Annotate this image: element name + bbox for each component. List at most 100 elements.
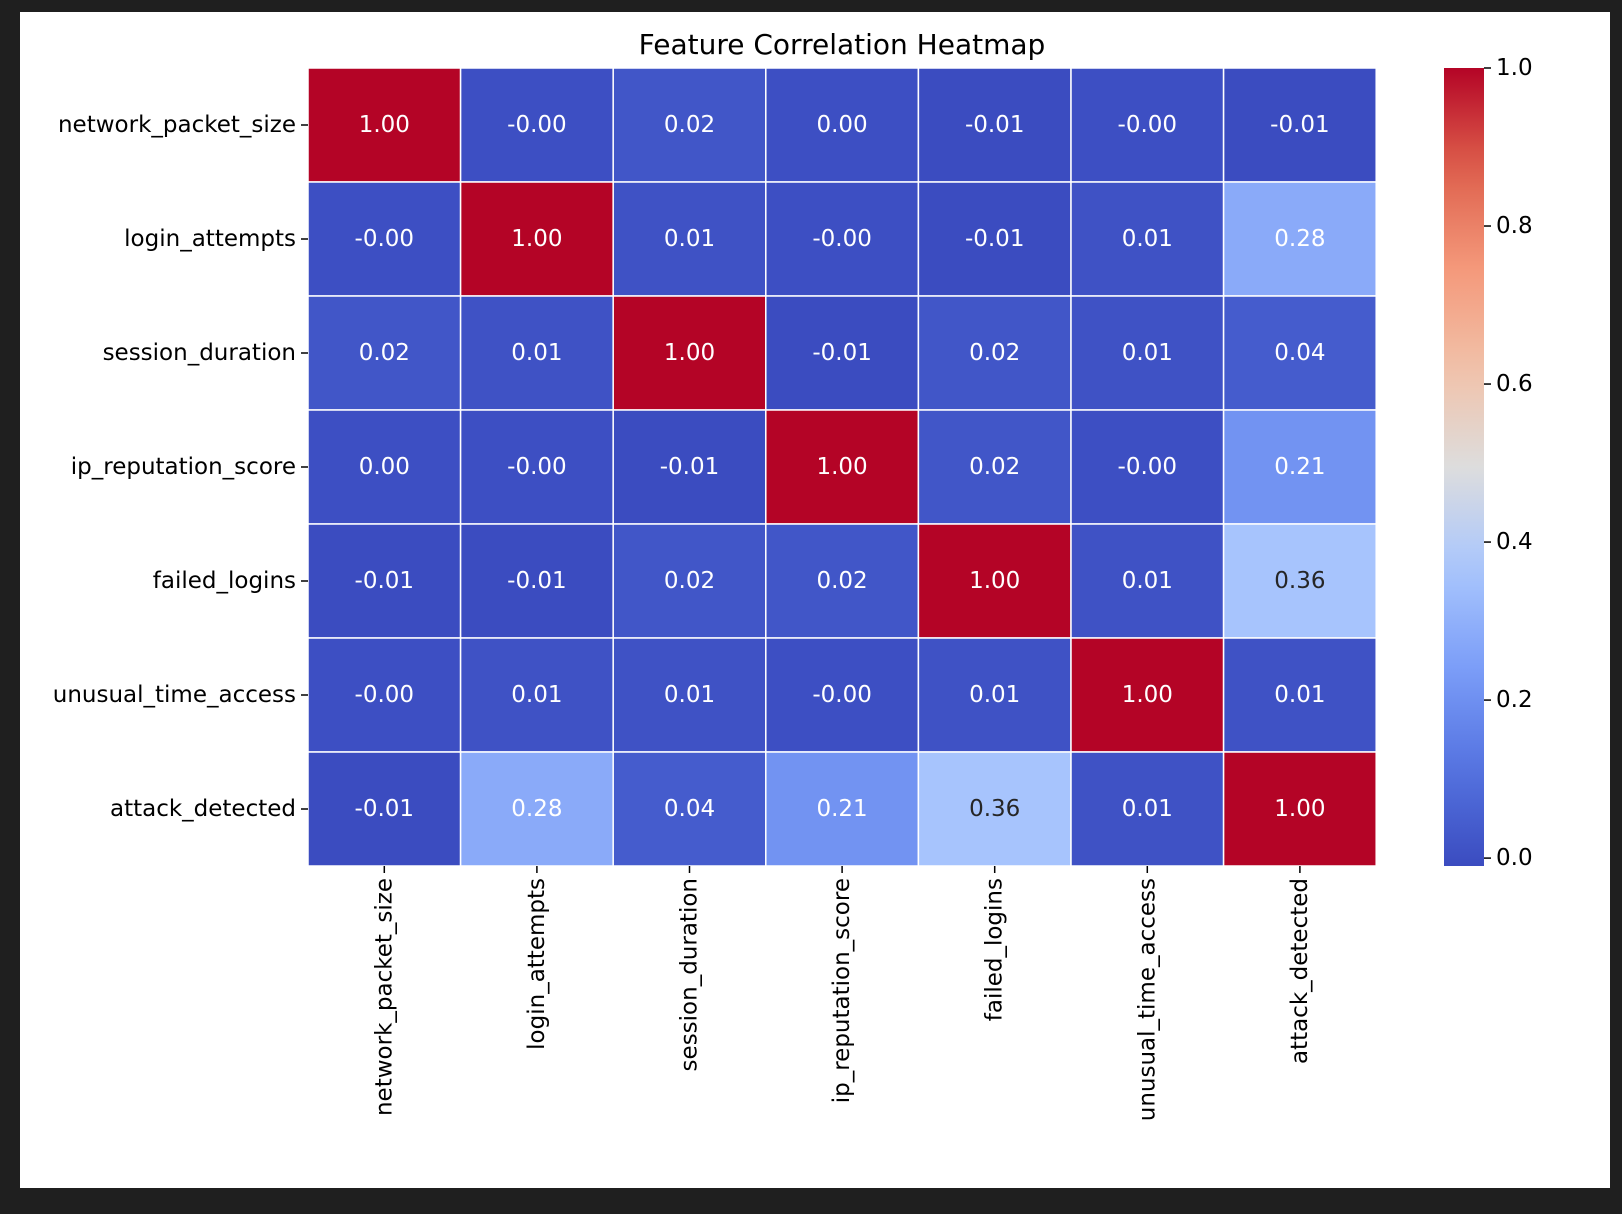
cell-value-label: 0.21 (1274, 454, 1325, 480)
heatmap-cell (765, 637, 920, 753)
cell-value-label: -0.00 (355, 682, 415, 708)
cell-value-label: 0.02 (664, 112, 715, 138)
cell-value-label: -0.00 (507, 454, 567, 480)
heatmap-cell (307, 637, 462, 753)
cell-value-label: 0.02 (359, 340, 410, 366)
cell-value-label: 0.02 (816, 568, 867, 594)
heatmap-cell (459, 67, 614, 183)
heatmap-cell (1222, 751, 1377, 867)
colorbar-gradient (1444, 68, 1484, 866)
cell-value-label: 0.01 (511, 682, 562, 708)
cell-value-label: -0.00 (507, 112, 567, 138)
cell-value-label: 0.01 (1274, 682, 1325, 708)
heatmap-cell (1070, 181, 1225, 297)
cell-value-label: 0.01 (664, 682, 715, 708)
heatmap-cell (917, 295, 1072, 411)
heatmap-cell (917, 67, 1072, 183)
colorbar-tick-label: 0.4 (1496, 529, 1533, 555)
heatmap-cell (307, 751, 462, 867)
cell-value-label: 1.00 (816, 454, 867, 480)
heatmap-cell (1222, 295, 1377, 411)
cell-value-label: 1.00 (664, 340, 715, 366)
cell-value-label: 0.04 (1274, 340, 1325, 366)
cell-value-label: 0.02 (969, 454, 1020, 480)
row-tick-label: network_packet_size (58, 112, 296, 138)
colorbar-tick-label: 0.0 (1496, 845, 1533, 871)
row-tick-label: session_duration (103, 340, 296, 366)
heatmap-cell (1070, 751, 1225, 867)
colorbar-tick-label: 0.2 (1496, 687, 1533, 713)
cell-value-label: 0.21 (816, 796, 867, 822)
cell-value-label: -0.01 (965, 112, 1025, 138)
heatmap-cell (612, 523, 767, 639)
column-tick-label: ip_reputation_score (829, 878, 855, 1103)
cell-value-label: 0.00 (816, 112, 867, 138)
colorbar-tick-label: 0.6 (1496, 371, 1533, 397)
chart-title: Feature Correlation Heatmap (639, 28, 1046, 61)
heatmap-cell (459, 637, 614, 753)
row-tick-label: failed_logins (153, 568, 296, 594)
cell-value-label: -0.00 (1118, 112, 1178, 138)
cell-value-label: -0.01 (507, 568, 567, 594)
heatmap-cell (1222, 409, 1377, 525)
heatmap-cell (307, 67, 462, 183)
cell-value-label: 0.01 (969, 682, 1020, 708)
heatmap-chart: Feature Correlation Heatmap 1.00 -0.00 0.0… (53, 28, 1533, 1121)
heatmap-cell (917, 751, 1072, 867)
heatmap-cell (612, 295, 767, 411)
heatmap-cells: 1.00 -0.00 0.02 0.00 -0.01 -0.00 -0.01 -0.00 1.0… (307, 67, 1377, 867)
cell-value-label: -0.01 (965, 226, 1025, 252)
cell-value-label: 0.01 (664, 226, 715, 252)
cell-value-label: -0.01 (355, 796, 415, 822)
cell-value-label: 1.00 (359, 112, 410, 138)
cell-value-label: 1.00 (1122, 682, 1173, 708)
colorbar: 0.0 0.2 0.4 0.6 0.8 1.0 (1444, 55, 1533, 871)
colorbar-tick-label: 0.8 (1496, 213, 1533, 239)
row-tick-label: login_attempts (124, 226, 296, 252)
column-tick-label: login_attempts (524, 878, 550, 1050)
cell-value-label: 0.01 (511, 340, 562, 366)
heatmap-cell (917, 181, 1072, 297)
heatmap-cell (765, 295, 920, 411)
cell-value-label: -0.01 (812, 340, 872, 366)
cell-value-label: -0.01 (1270, 112, 1330, 138)
cell-value-label: 1.00 (969, 568, 1020, 594)
cell-value-label: 0.02 (969, 340, 1020, 366)
colorbar-ticks: 0.0 0.2 0.4 0.6 0.8 1.0 (1484, 55, 1533, 871)
cell-value-label: 0.01 (1122, 796, 1173, 822)
column-tick-label: network_packet_size (371, 878, 397, 1116)
heatmap-cell (612, 67, 767, 183)
cell-value-label: -0.00 (812, 682, 872, 708)
heatmap-cell (1222, 181, 1377, 297)
cell-value-label: 0.04 (664, 796, 715, 822)
heatmap-cell (1222, 637, 1377, 753)
cell-value-label: 1.00 (511, 226, 562, 252)
heatmap-cell (307, 295, 462, 411)
cell-value-label: 0.36 (1274, 568, 1325, 594)
colorbar-tick-label: 1.0 (1496, 55, 1533, 81)
row-tick-label: ip_reputation_score (71, 454, 296, 480)
heatmap-cell (612, 637, 767, 753)
heatmap-cell (1070, 295, 1225, 411)
column-tick-label: attack_detected (1287, 878, 1313, 1064)
cell-value-label: 0.28 (1274, 226, 1325, 252)
cell-value-label: 0.36 (969, 796, 1020, 822)
heatmap-cell (459, 295, 614, 411)
column-tick-labels: network_packet_size login_attempts session… (371, 866, 1313, 1121)
heatmap-cell (765, 751, 920, 867)
cell-value-label: 0.28 (511, 796, 562, 822)
heatmap-cell (917, 637, 1072, 753)
cell-value-label: 0.01 (1122, 340, 1173, 366)
heatmap-cell (307, 523, 462, 639)
heatmap-cell (1222, 523, 1377, 639)
cell-value-label: 0.01 (1122, 226, 1173, 252)
row-tick-label: unusual_time_access (53, 682, 296, 708)
figure: Feature Correlation Heatmap 1.00 -0.00 0.0… (20, 12, 1610, 1188)
cell-value-label: -0.01 (660, 454, 720, 480)
heatmap-cell (612, 751, 767, 867)
column-tick-label: session_duration (677, 878, 703, 1071)
column-tick-label: failed_logins (982, 878, 1008, 1021)
heatmap-cell (1070, 409, 1225, 525)
cell-value-label: 1.00 (1274, 796, 1325, 822)
cell-value-label: -0.00 (1118, 454, 1178, 480)
